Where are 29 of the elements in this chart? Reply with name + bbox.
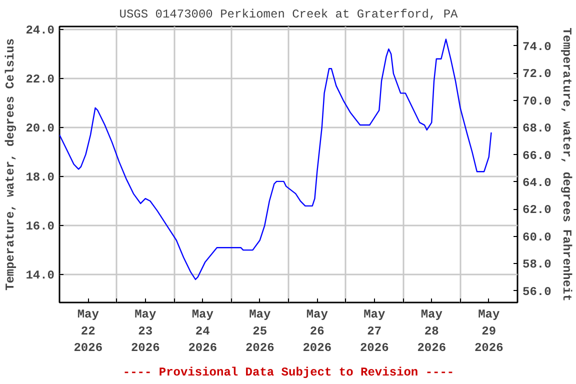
y2-tick-label: 70.0: [522, 94, 552, 108]
y2-tick-label: 62.0: [522, 203, 552, 218]
y-tick-label: 20.0: [26, 121, 55, 136]
y-tick-label: 22.0: [26, 72, 55, 86]
x-tick-label: May 26 2026: [302, 308, 332, 356]
x-tick-label: May 24 2026: [188, 308, 218, 356]
y2-tick-label: 66.0: [522, 148, 552, 163]
line-series: [60, 38, 492, 280]
y-tick-label: 18.0: [26, 170, 55, 185]
x-tick-label: May 25 2026: [245, 308, 274, 356]
y2-tick-label: 64.0: [522, 176, 552, 190]
chart-title: USGS 01473000 Perkiomen Creek at Graterford, PA: [119, 8, 459, 22]
y2-tick-label: 72.0: [522, 67, 552, 82]
y2-tick-label: 74.0: [522, 40, 552, 54]
y-axis-title: Temperature, water, degrees Celsius: [4, 38, 18, 291]
y2-tick-label: 56.0: [522, 284, 552, 299]
x-tick-label: May 29 2026: [474, 308, 504, 356]
y-tick-label: 24.0: [26, 23, 55, 38]
x-tick-label: May 28 2026: [417, 308, 446, 356]
x-tick-label: May 22 2026: [74, 308, 103, 356]
x-tick-label: May 23 2026: [130, 308, 160, 356]
y2-tick-label: 60.0: [522, 230, 552, 244]
x-tick-label: May 27 2026: [360, 308, 389, 356]
y2-axis-title: Temperature, water, degrees Fahrenheit: [559, 28, 574, 302]
y2-tick-label: 68.0: [522, 122, 552, 136]
text: ---- Provisional Data Subject to Revision ----: [122, 366, 454, 380]
y-tick-label: 16.0: [26, 220, 55, 234]
y2-tick-label: 58.0: [522, 258, 552, 272]
y-tick-label: 14.0: [26, 268, 55, 283]
